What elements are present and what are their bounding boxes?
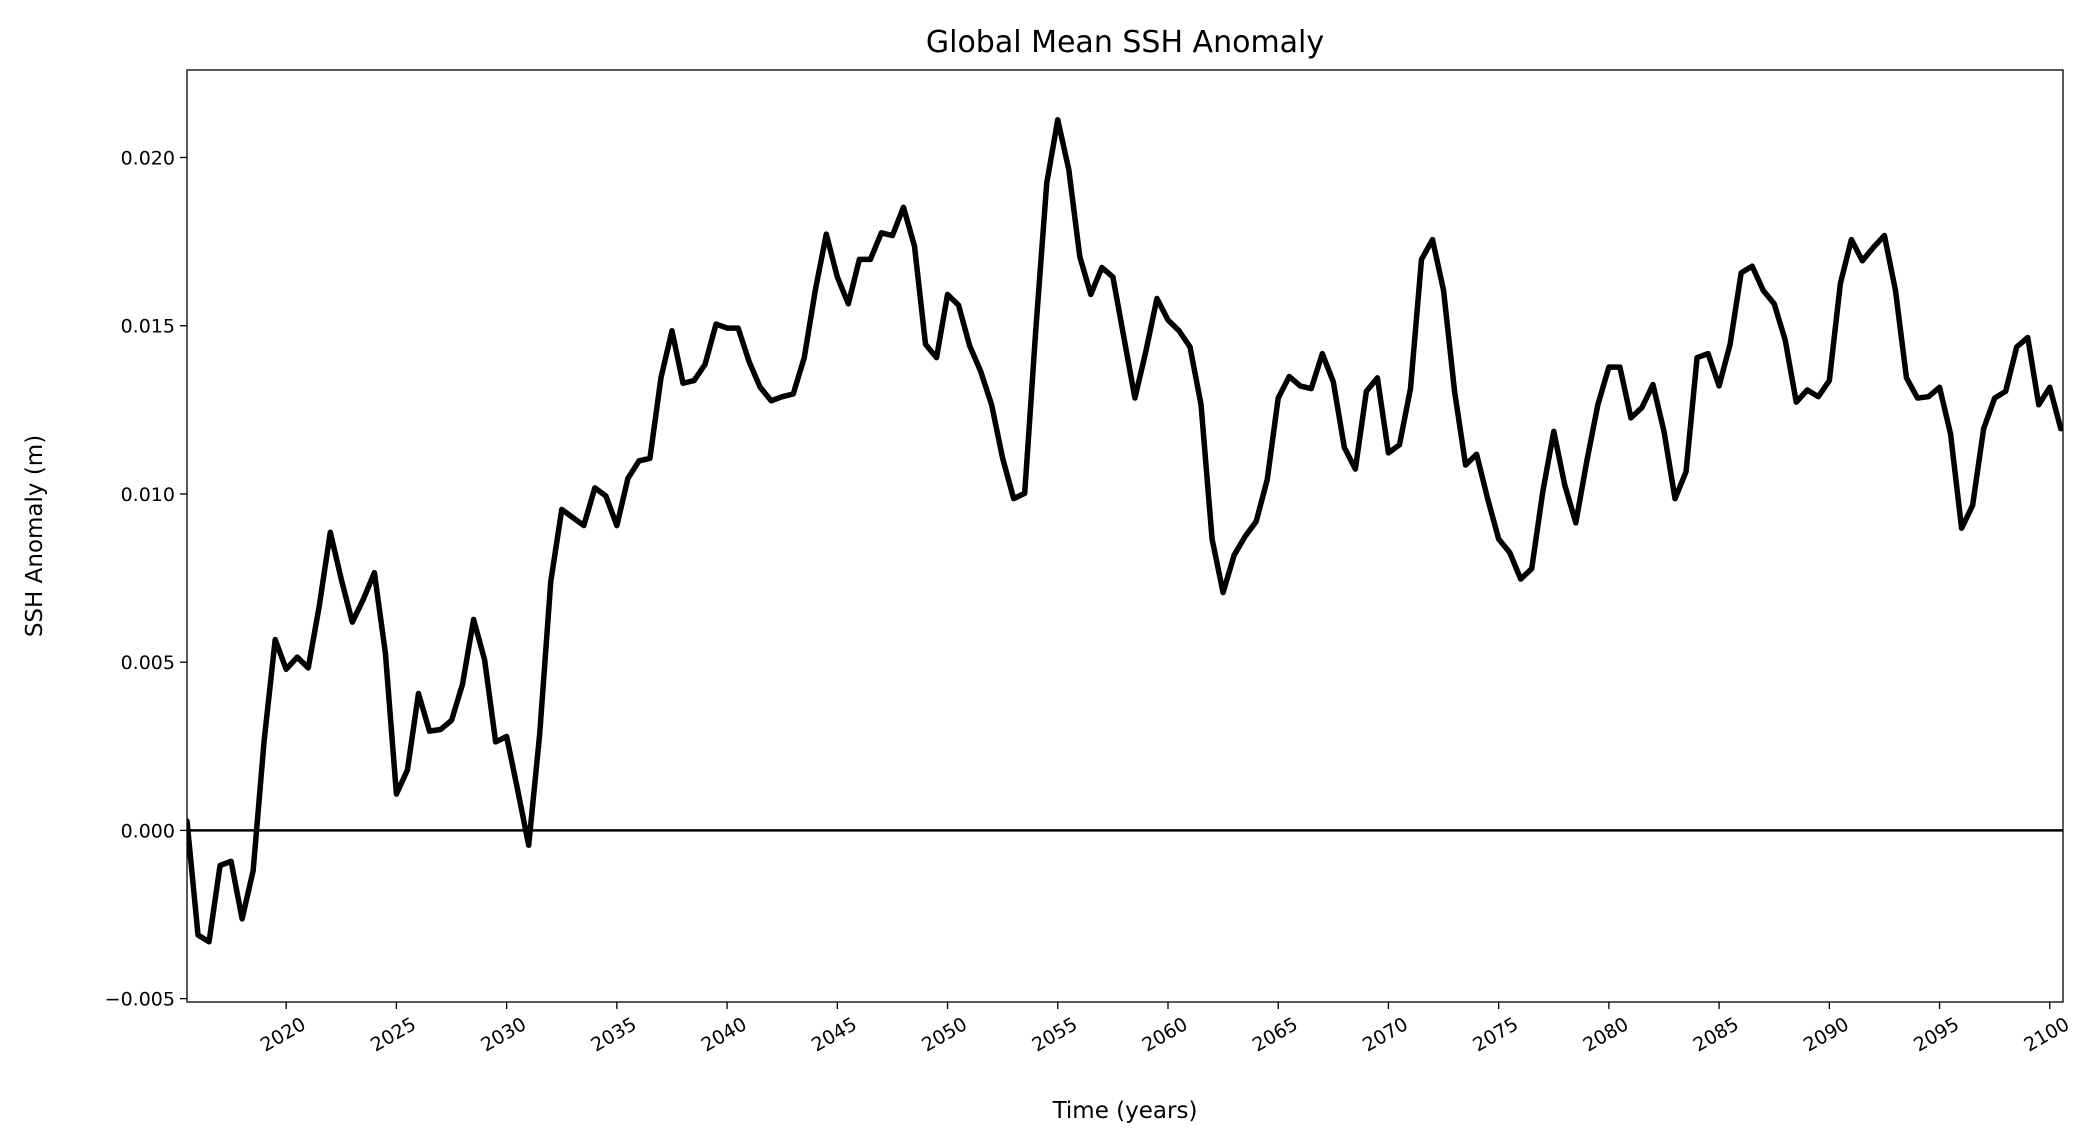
y-tick-label: 0.020 xyxy=(121,147,175,169)
y-axis-label: SSH Anomaly (m) xyxy=(22,435,48,637)
x-tick-label: 2070 xyxy=(1359,1013,1412,1056)
x-tick-label: 2090 xyxy=(1800,1013,1853,1056)
plot-frame xyxy=(186,69,2064,1003)
x-tick-label: 2020 xyxy=(257,1013,310,1056)
x-tick-label: 2060 xyxy=(1139,1013,1192,1056)
x-tick-label: 2100 xyxy=(2020,1013,2073,1056)
x-tick-label: 2045 xyxy=(808,1013,861,1056)
x-tick-label: 2030 xyxy=(477,1013,530,1056)
y-tick-label: −0.005 xyxy=(105,989,175,1011)
x-tick-label: 2050 xyxy=(918,1013,971,1056)
y-tick-label: 0.000 xyxy=(121,820,175,842)
x-tick-label: 2040 xyxy=(698,1013,751,1056)
y-tick-label: 0.015 xyxy=(121,316,175,338)
series-line xyxy=(187,117,2063,945)
x-tick-label: 2080 xyxy=(1579,1013,1632,1056)
x-axis-label: Time (years) xyxy=(1052,1098,1198,1124)
y-tick-label: 0.010 xyxy=(121,484,175,506)
x-tick-label: 2035 xyxy=(587,1013,640,1056)
x-tick-label: 2075 xyxy=(1469,1013,1522,1056)
y-tick-label: 0.005 xyxy=(121,652,175,674)
x-tick-label: 2085 xyxy=(1690,1013,1743,1056)
x-tick-label: 2055 xyxy=(1028,1013,1081,1056)
x-tick-label: 2025 xyxy=(367,1013,420,1056)
chart-title: Global Mean SSH Anomaly xyxy=(926,25,1324,60)
x-tick-label: 2095 xyxy=(1910,1013,1963,1056)
x-tick-label: 2065 xyxy=(1249,1013,1302,1056)
